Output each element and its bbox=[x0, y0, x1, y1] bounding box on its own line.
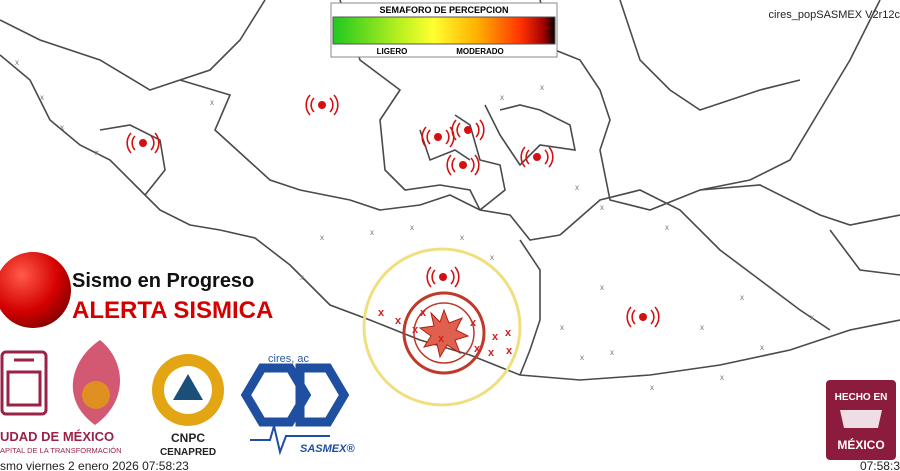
svg-text:x: x bbox=[210, 98, 214, 107]
svg-text:x: x bbox=[810, 313, 814, 322]
svg-text:x: x bbox=[740, 293, 744, 302]
svg-text:x: x bbox=[60, 123, 64, 132]
cires-label: cires, ac bbox=[268, 353, 309, 365]
hecho-en: HECHO EN bbox=[835, 392, 888, 403]
cires-logo: cires, ac SASMEX® bbox=[240, 353, 355, 456]
svg-text:x: x bbox=[378, 307, 385, 319]
cdmx-logo: UDAD DE MÉXICO APITAL DE LA TRANSFORMACI… bbox=[0, 340, 122, 455]
svg-text:x: x bbox=[488, 347, 495, 359]
svg-text:x: x bbox=[95, 148, 99, 157]
svg-text:x: x bbox=[412, 324, 419, 336]
svg-text:x: x bbox=[460, 233, 464, 242]
svg-text:x: x bbox=[438, 333, 445, 345]
svg-text:x: x bbox=[474, 343, 481, 355]
svg-text:x: x bbox=[650, 383, 654, 392]
state-borders bbox=[0, 0, 900, 381]
svg-text:x: x bbox=[700, 323, 704, 332]
alert-title: ALERTA SISMICA bbox=[72, 297, 273, 324]
mexico: MÉXICO bbox=[837, 437, 884, 452]
perception-legend: SEMAFORO DE PERCEPCION LIGERO MODERADO bbox=[330, 2, 558, 58]
svg-text:x: x bbox=[490, 253, 494, 262]
svg-text:x: x bbox=[505, 327, 512, 339]
svg-text:x: x bbox=[760, 343, 764, 352]
svg-text:x: x bbox=[15, 58, 19, 67]
svg-text:x: x bbox=[600, 283, 604, 292]
svg-text:x: x bbox=[575, 183, 579, 192]
svg-text:x: x bbox=[420, 307, 427, 319]
alert-status: Sismo en Progreso bbox=[72, 270, 254, 292]
svg-text:x: x bbox=[300, 273, 304, 282]
svg-text:x: x bbox=[320, 233, 324, 242]
svg-text:x: x bbox=[410, 223, 414, 232]
sensor-markers: xxx xxx xxx xxx xxx xxx xxx xxx xxx bbox=[15, 33, 814, 392]
legend-mid: MODERADO bbox=[456, 47, 504, 56]
cnpc-logo: CNPC CENAPRED bbox=[152, 354, 224, 458]
legend-low: LIGERO bbox=[377, 47, 408, 56]
svg-text:x: x bbox=[470, 317, 477, 329]
svg-text:x: x bbox=[500, 93, 504, 102]
hecho-en-mexico-badge: HECHO EN MÉXICO bbox=[826, 380, 896, 460]
cdmx-name: UDAD DE MÉXICO bbox=[0, 429, 114, 444]
event-time: smo viernes 2 enero 2026 07:58:23 bbox=[0, 459, 189, 471]
svg-text:x: x bbox=[580, 353, 584, 362]
svg-text:x: x bbox=[492, 331, 499, 343]
svg-text:x: x bbox=[720, 373, 724, 382]
svg-text:x: x bbox=[560, 323, 564, 332]
svg-text:x: x bbox=[600, 203, 604, 212]
svg-text:x: x bbox=[665, 223, 669, 232]
svg-text:x: x bbox=[40, 93, 44, 102]
svg-text:x: x bbox=[506, 345, 513, 357]
cenapred-label: CENAPRED bbox=[160, 447, 216, 458]
app-version: cires_popSASMEX V2r12c bbox=[769, 9, 900, 21]
svg-text:x: x bbox=[610, 348, 614, 357]
svg-text:x: x bbox=[540, 83, 544, 92]
cdmx-motto: APITAL DE LA TRANSFORMACIÓN bbox=[0, 446, 122, 455]
alert-light bbox=[0, 252, 71, 328]
svg-text:x: x bbox=[395, 315, 402, 327]
cnpc-label: CNPC bbox=[171, 431, 205, 445]
sasmex-label: SASMEX® bbox=[300, 443, 355, 455]
clock: 07:58:3 bbox=[860, 459, 900, 471]
legend-title: SEMAFORO DE PERCEPCION bbox=[379, 5, 508, 15]
svg-text:x: x bbox=[370, 228, 374, 237]
